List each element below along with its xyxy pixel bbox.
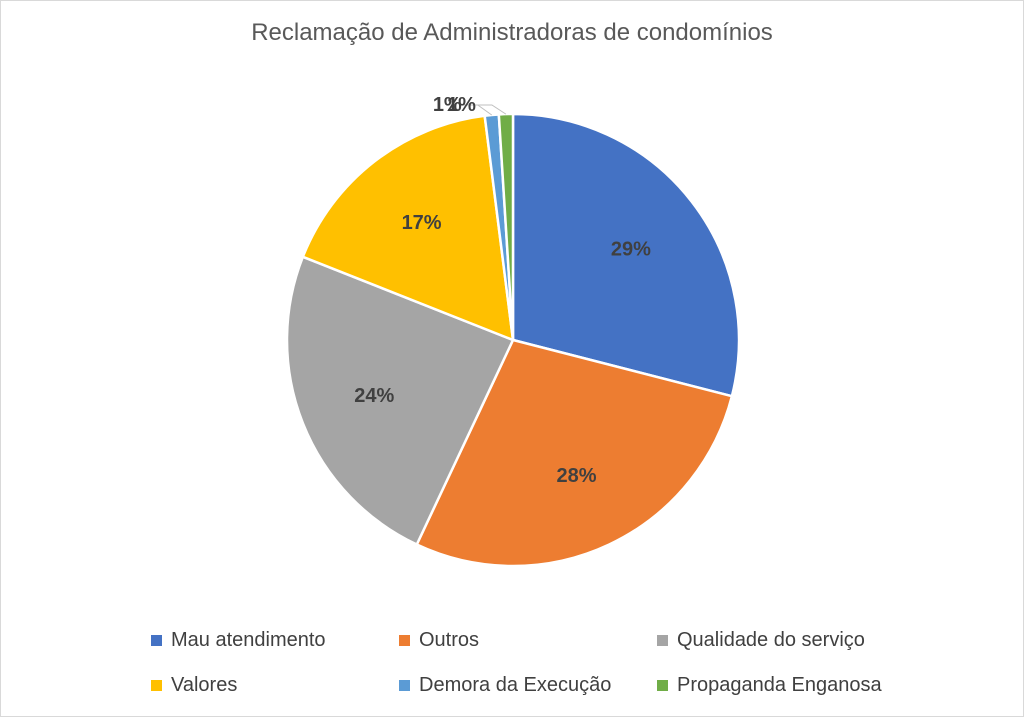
legend-swatch (151, 680, 162, 691)
legend-swatch (657, 635, 668, 646)
legend-label: Valores (171, 674, 238, 696)
data-label-demora-da-execucao: 1% (433, 94, 462, 116)
legend-swatch (151, 635, 162, 646)
leader-line-propaganda-enganosa (477, 104, 507, 115)
data-label-outros: 28% (556, 465, 596, 487)
leader-line-demora-da-execucao (463, 104, 493, 116)
data-label-propaganda-enganosa: 1% (447, 94, 476, 116)
legend-item-qualidade-do-servico: Qualidade do serviço (657, 629, 911, 652)
legend-label: Propaganda Enganosa (677, 674, 882, 696)
pie-slice-qualidade-do-servico (285, 255, 515, 546)
chart-title: Reclamação de Administradoras de condomí… (251, 19, 773, 46)
legend-item-demora-da-execucao: Demora da Execução (399, 674, 657, 697)
legend-label: Demora da Execução (419, 674, 612, 696)
pie-slice-mau-atendimento (511, 112, 741, 398)
legend-swatch (399, 680, 410, 691)
legend-label: Qualidade do serviço (677, 629, 865, 651)
legend-swatch (657, 680, 668, 691)
data-label-valores: 17% (402, 212, 442, 234)
legend-item-valores: Valores (151, 674, 399, 697)
legend-item-mau-atendimento: Mau atendimento (151, 629, 399, 652)
legend-item-propaganda-enganosa: Propaganda Enganosa (657, 674, 911, 697)
pie-slice-valores (301, 114, 515, 342)
data-label-mau-atendimento: 29% (611, 239, 651, 261)
chart-legend: Mau atendimento Outros Qualidade do serviç… (151, 629, 911, 697)
pie-slice-outros (415, 338, 734, 568)
legend-swatch (399, 635, 410, 646)
data-label-qualidade-do-servico: 24% (354, 385, 394, 407)
legend-label: Outros (419, 629, 480, 651)
legend-item-outros: Outros (399, 629, 657, 652)
legend-label: Mau atendimento (171, 629, 326, 651)
pie-chart: 29% 28% 24% 17% 1%1% (285, 94, 741, 568)
